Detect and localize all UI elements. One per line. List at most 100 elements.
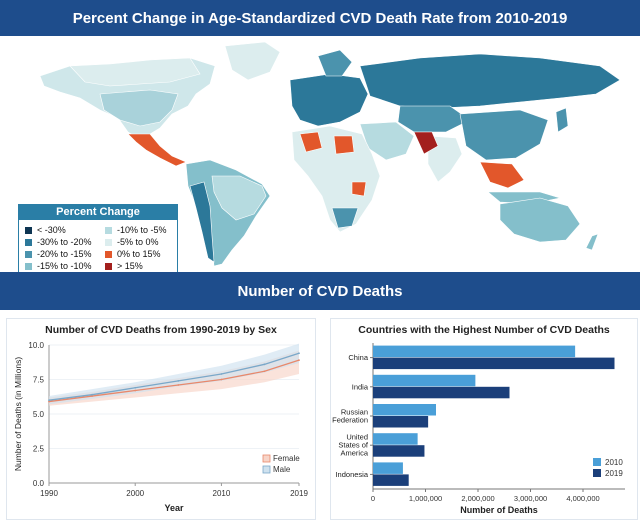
data-point-female bbox=[298, 359, 300, 362]
x-tick-label: 2010 bbox=[213, 489, 231, 498]
legend-label: < -30% bbox=[37, 225, 66, 235]
map-russia bbox=[359, 53, 621, 109]
map-china bbox=[459, 109, 549, 161]
map-title-banner: Percent Change in Age-Standardized CVD D… bbox=[0, 0, 640, 36]
legend-title: Percent Change bbox=[19, 205, 177, 220]
legend-item: > 15% bbox=[105, 261, 143, 271]
bar-2019 bbox=[373, 357, 615, 370]
category-label: Federation bbox=[332, 416, 368, 425]
map-andes bbox=[189, 181, 215, 263]
legend-label: -20% to -15% bbox=[37, 249, 92, 259]
data-point-female bbox=[91, 395, 94, 397]
legend-item: 0% to 15% bbox=[105, 249, 161, 259]
bar-chart-panel: Countries with the Highest Number of CVD… bbox=[330, 318, 638, 520]
map-usa bbox=[99, 89, 179, 127]
map-brazil bbox=[211, 175, 267, 221]
y-axis-label: Number of Deaths (in Millions) bbox=[13, 357, 23, 471]
x-axis-label: Year bbox=[164, 503, 184, 513]
legend-item: -10% to -5% bbox=[105, 225, 167, 235]
category-label: Indonesia bbox=[335, 470, 368, 479]
legend-swatch bbox=[25, 250, 32, 258]
y-tick-label: 5.0 bbox=[33, 410, 45, 419]
legend-label-male: Male bbox=[273, 465, 291, 474]
y-tick-label: 2.5 bbox=[33, 445, 45, 454]
legend-label: -30% to -20% bbox=[37, 237, 92, 247]
category-label: China bbox=[348, 353, 368, 362]
legend-swatch-2019 bbox=[593, 469, 601, 477]
legend-swatch bbox=[25, 238, 32, 246]
map-europe bbox=[289, 73, 369, 127]
ci-band-male bbox=[49, 343, 299, 405]
map-india bbox=[427, 135, 463, 183]
map-new-zealand bbox=[585, 233, 599, 251]
legend-label-2010: 2010 bbox=[605, 458, 623, 467]
bar-chart: Countries with the Highest Number of CVD… bbox=[332, 324, 625, 515]
data-point-male bbox=[177, 379, 180, 382]
category-label: Russian bbox=[341, 408, 368, 417]
world-map-svg bbox=[39, 41, 621, 267]
legend-label: -10% to -5% bbox=[117, 225, 167, 235]
map-southern-africa bbox=[331, 207, 359, 229]
category-label: America bbox=[340, 449, 368, 458]
map-southeast-asia bbox=[479, 161, 525, 189]
legend-label: -5% to 0% bbox=[117, 237, 159, 247]
legend-item: < -30% bbox=[25, 225, 66, 235]
bar-2019 bbox=[373, 416, 429, 428]
category-label: India bbox=[352, 382, 369, 391]
bar-2010 bbox=[373, 433, 418, 445]
x-tick-label: 3,000,000 bbox=[514, 494, 547, 503]
bar-2019 bbox=[373, 386, 510, 399]
bar-2019 bbox=[373, 445, 425, 457]
map-scandinavia bbox=[317, 49, 353, 77]
data-point-female bbox=[48, 400, 50, 403]
bar-chart-title: Countries with the Highest Number of CVD… bbox=[358, 324, 610, 336]
category-label: United bbox=[346, 433, 368, 442]
data-point-male bbox=[298, 352, 300, 355]
map-japan bbox=[555, 107, 569, 133]
data-point-female bbox=[263, 370, 266, 373]
map-legend: Percent Change < -30% -30% to -20% -20% … bbox=[18, 204, 178, 278]
line-chart: Number of CVD Deaths from 1990-2019 by S… bbox=[13, 324, 308, 513]
legend-item: -15% to -10% bbox=[25, 261, 92, 271]
bar-2010 bbox=[373, 404, 436, 416]
legend-swatch bbox=[105, 226, 112, 234]
legend-swatch bbox=[105, 250, 112, 258]
data-point-male bbox=[263, 363, 266, 366]
bar-2019 bbox=[373, 474, 409, 486]
map-canada bbox=[69, 57, 201, 87]
world-map: Percent Change < -30% -30% to -20% -20% … bbox=[0, 36, 640, 278]
legend-swatch bbox=[105, 262, 112, 270]
x-tick-label: 2019 bbox=[290, 489, 308, 498]
data-point-male bbox=[91, 393, 94, 396]
map-pakistan-afghanistan bbox=[413, 131, 439, 155]
map-australia bbox=[499, 197, 581, 243]
x-tick-label: 4,000,000 bbox=[566, 494, 599, 503]
x-tick-label: 1990 bbox=[40, 489, 58, 498]
category-label: States of bbox=[338, 441, 369, 450]
data-point-female bbox=[134, 389, 137, 392]
y-tick-label: 0.0 bbox=[33, 479, 45, 488]
x-tick-label: 2000 bbox=[126, 489, 144, 498]
data-point-male bbox=[48, 399, 50, 402]
map-north-africa-b bbox=[333, 135, 355, 155]
legend-swatch bbox=[25, 262, 32, 270]
x-tick-label: 2,000,000 bbox=[461, 494, 494, 503]
data-point-male bbox=[134, 386, 137, 389]
legend-label: 0% to 15% bbox=[117, 249, 161, 259]
legend-item: -20% to -15% bbox=[25, 249, 92, 259]
x-axis-label: Number of Deaths bbox=[460, 505, 538, 515]
legend-label-2019: 2019 bbox=[605, 469, 623, 478]
bar-2010 bbox=[373, 345, 576, 358]
legend-swatch-male bbox=[262, 465, 271, 474]
map-north-africa-a bbox=[299, 131, 323, 153]
x-tick-label: 1,000,000 bbox=[409, 494, 442, 503]
map-greenland bbox=[224, 41, 281, 81]
map-central-asia bbox=[397, 105, 471, 133]
legend-item: -30% to -20% bbox=[25, 237, 92, 247]
map-africa bbox=[291, 125, 381, 233]
line-chart-title: Number of CVD Deaths from 1990-2019 by S… bbox=[45, 324, 277, 336]
map-east-africa bbox=[351, 181, 367, 197]
legend-swatch bbox=[105, 238, 112, 246]
deaths-title-banner: Number of CVD Deaths bbox=[0, 272, 640, 310]
legend-swatch bbox=[25, 226, 32, 234]
